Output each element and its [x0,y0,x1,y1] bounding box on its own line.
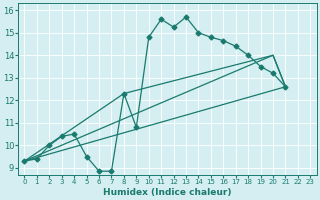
X-axis label: Humidex (Indice chaleur): Humidex (Indice chaleur) [103,188,232,197]
